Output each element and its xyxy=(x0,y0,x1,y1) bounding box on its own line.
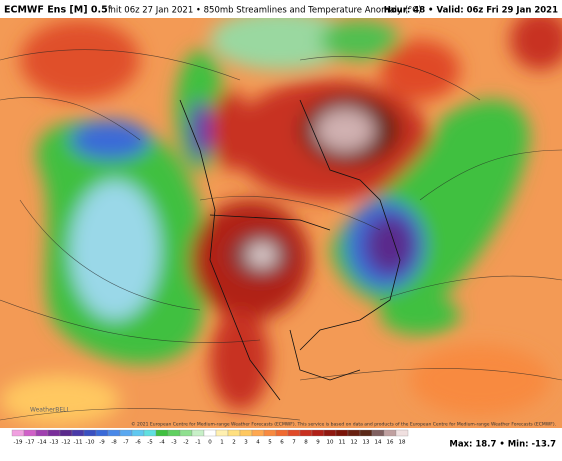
colorbar-swatch xyxy=(227,429,241,437)
colorbar-swatch xyxy=(23,429,37,437)
colorbar-label: -4 xyxy=(159,440,165,446)
colorbar-swatch xyxy=(383,429,397,437)
colorbar-swatch xyxy=(323,429,337,437)
colorbar-label: 4 xyxy=(256,440,260,446)
logo: WeatherBELL xyxy=(30,407,71,414)
colorbar-label: 18 xyxy=(399,440,406,446)
colorbar-swatch xyxy=(275,429,289,437)
colorbar-label: 0 xyxy=(208,440,212,446)
colorbar-label: -3 xyxy=(171,440,177,446)
colorbar-label: -13 xyxy=(50,440,59,446)
colorbar-swatch xyxy=(95,429,109,437)
colorbar-swatch xyxy=(203,429,217,437)
colorbar-label: -8 xyxy=(111,440,117,446)
colorbar-swatch xyxy=(191,429,205,437)
colorbar-swatch xyxy=(263,429,277,437)
colorbar-swatch xyxy=(395,429,409,437)
description: Init 06z 27 Jan 2021 • 850mb Streamlines… xyxy=(108,6,422,16)
colorbar-swatch xyxy=(83,429,97,437)
colorbar-swatch xyxy=(131,429,145,437)
colorbar-label: -19 xyxy=(14,440,23,446)
colorbar-label: -17 xyxy=(26,440,35,446)
colorbar-label: 11 xyxy=(339,440,346,446)
colorbar-swatch xyxy=(251,429,265,437)
colorbar-label: 9 xyxy=(316,440,320,446)
colorbar-swatch xyxy=(167,429,181,437)
colorbar-swatch xyxy=(155,429,169,437)
map xyxy=(0,18,562,428)
colorbar-label: 2 xyxy=(232,440,236,446)
colorbar-label: -6 xyxy=(135,440,141,446)
colorbar-label: 1 xyxy=(220,440,224,446)
colorbar-label: -5 xyxy=(147,440,153,446)
colorbar-label: 12 xyxy=(351,440,358,446)
stats: Max: 18.7 • Min: -13.7 xyxy=(449,440,556,450)
colorbar-label: -2 xyxy=(183,440,188,446)
colorbar-swatch xyxy=(335,429,349,437)
colorbar-swatch xyxy=(35,429,49,437)
colorbar-swatch xyxy=(119,429,133,437)
colorbar-swatch xyxy=(59,429,73,437)
colorbar-label: 5 xyxy=(268,440,272,446)
colorbar-label: 16 xyxy=(387,440,394,446)
colorbar-swatch xyxy=(179,429,193,437)
colorbar-label: 7 xyxy=(292,440,296,446)
colorbar-swatch xyxy=(299,429,313,437)
colorbar-swatch xyxy=(47,429,61,437)
colorbar-label: 13 xyxy=(363,440,370,446)
valid-time: Hour: 48 • Valid: 06z Fri 29 Jan 2021 xyxy=(384,6,558,16)
colorbar-label: 14 xyxy=(375,440,382,446)
colorbar-label: -10 xyxy=(86,440,95,446)
colorbar-swatch xyxy=(359,429,373,437)
model-title: ECMWF Ens [M] 0.5° xyxy=(4,5,112,16)
colorbar-label: 8 xyxy=(304,440,308,446)
colorbar-swatch xyxy=(11,429,25,437)
colorbar-label: -11 xyxy=(74,440,83,446)
colorbar-swatch xyxy=(71,429,85,437)
colorbar-swatch xyxy=(239,429,253,437)
colorbar-swatch xyxy=(143,429,157,437)
colorbar-swatch xyxy=(287,429,301,437)
credit: © 2021 European Centre for Medium-range … xyxy=(131,421,556,428)
colorbar-label: -7 xyxy=(123,440,129,446)
colorbar-label: 3 xyxy=(244,440,248,446)
colorbar-label: -12 xyxy=(62,440,71,446)
colorbar-label: 10 xyxy=(327,440,334,446)
colorbar-label: -1 xyxy=(195,440,200,446)
colorbar-label: -9 xyxy=(99,440,105,446)
colorbar-swatch xyxy=(215,429,229,437)
colorbar-swatch xyxy=(107,429,121,437)
colorbar-label: 6 xyxy=(280,440,284,446)
colorbar-swatch xyxy=(347,429,361,437)
colorbar-swatch xyxy=(371,429,385,437)
colorbar-label: -14 xyxy=(38,440,47,446)
colorbar-swatch xyxy=(311,429,325,437)
